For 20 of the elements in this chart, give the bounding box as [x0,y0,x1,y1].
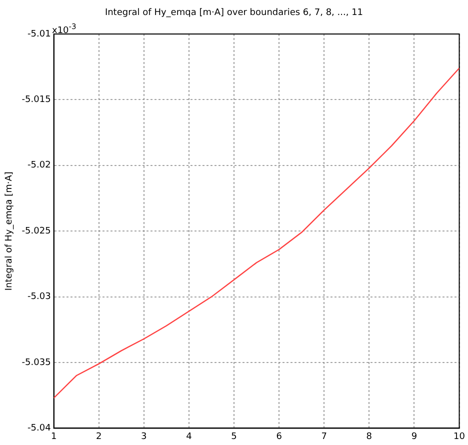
y-tick-label: -5.025 [22,226,51,236]
x-tick-label: 2 [96,432,102,442]
x-tick-label: 9 [411,432,418,442]
x-tick-label: 8 [366,432,372,442]
y-tick-label: -5.02 [28,160,51,171]
y-axis-title: Integral of Hy_emqa [m·A] [4,172,15,291]
x-tick-label: 4 [186,432,192,442]
y-tick-label: -5.035 [22,358,51,368]
x-tick-label: 6 [276,432,282,442]
x-tick-label: 7 [321,432,327,442]
y-tick-label: -5.03 [28,292,51,302]
y-tick-label: -5.04 [28,424,52,434]
chart-title: Integral of Hy_emqa [m·A] over boundaries 6, 7, 8, ..., 11 [104,8,364,18]
x-tick-label: 1 [50,432,57,442]
y-tick-label: -5.015 [22,95,51,106]
y-tick-label: -5.01 [28,29,51,40]
x-tick-label: 3 [141,432,147,442]
x-tick-label: 5 [231,432,237,442]
x-tick-label: 10 [454,432,466,442]
annotation: x10$^{-3}$ [52,22,76,36]
